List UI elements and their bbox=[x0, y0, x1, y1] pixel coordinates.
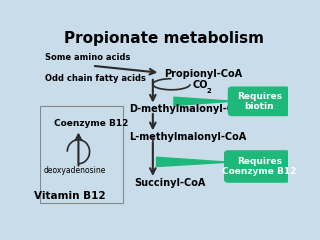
Text: Succinyl-CoA: Succinyl-CoA bbox=[134, 178, 206, 188]
FancyBboxPatch shape bbox=[224, 150, 290, 183]
Text: Coenzyme B12: Coenzyme B12 bbox=[54, 119, 128, 127]
Text: CO: CO bbox=[193, 80, 208, 90]
Text: D-methylmalonyl-CoA: D-methylmalonyl-CoA bbox=[129, 104, 248, 114]
FancyBboxPatch shape bbox=[40, 106, 123, 204]
Text: 2: 2 bbox=[207, 88, 212, 94]
Text: Requires
biotin: Requires biotin bbox=[237, 92, 282, 112]
Polygon shape bbox=[156, 157, 228, 167]
Text: Requires
Coenzyme B12: Requires Coenzyme B12 bbox=[222, 157, 297, 176]
Text: Odd chain fatty acids: Odd chain fatty acids bbox=[45, 74, 146, 83]
Polygon shape bbox=[174, 97, 232, 106]
Text: Some amino acids: Some amino acids bbox=[45, 53, 130, 62]
Text: L-methylmalonyl-CoA: L-methylmalonyl-CoA bbox=[129, 132, 246, 142]
Text: Propionate metabolism: Propionate metabolism bbox=[64, 31, 264, 47]
Text: Vitamin B12: Vitamin B12 bbox=[34, 191, 106, 201]
Text: deoxyadenosine: deoxyadenosine bbox=[44, 166, 106, 175]
Text: Propionyl-CoA: Propionyl-CoA bbox=[164, 69, 242, 79]
FancyBboxPatch shape bbox=[228, 86, 290, 116]
